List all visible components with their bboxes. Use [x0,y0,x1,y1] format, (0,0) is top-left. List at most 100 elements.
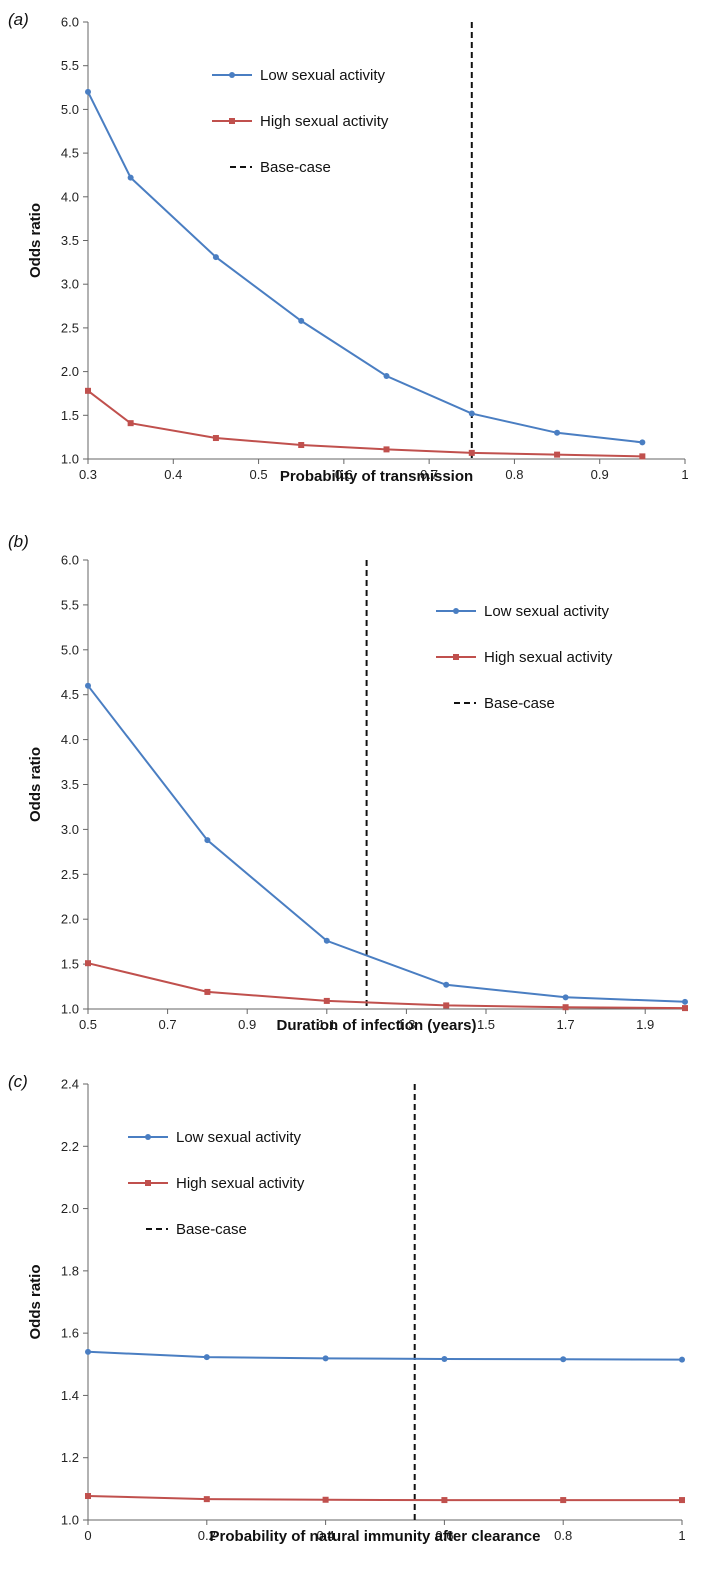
series-line-low [87,91,643,444]
legend-high-marker [145,1180,151,1186]
y-tick-label: 4.5 [61,146,79,161]
data-point-low [468,410,475,417]
data-point-high [682,1005,688,1012]
legend-high-label: High sexual activity [260,113,389,130]
data-point-high [554,451,561,458]
y-tick-label: 2.0 [61,912,79,927]
legend-high-label: High sexual activity [176,1175,305,1192]
x-tick-label: 1 [678,1528,685,1543]
y-tick-label: 2.2 [61,1139,79,1154]
y-tick-label: 2.5 [61,320,79,335]
x-tick-label: 1.3 [397,1017,415,1032]
y-tick-label: 1.0 [61,452,79,467]
y-tick-label: 1.6 [61,1326,79,1341]
y-tick-label: 1.0 [61,1002,79,1017]
x-tick-label: 0.5 [250,467,268,482]
x-tick-label: 0.8 [554,1528,572,1543]
x-tick-label: 1 [681,467,688,482]
data-point-high [203,1496,210,1503]
y-tick-label: 1.2 [61,1450,79,1465]
data-point-low [298,317,305,324]
x-tick-label: 0.2 [198,1528,216,1543]
data-point-low [204,837,211,844]
data-point-low [323,937,330,944]
x-tick-label: 0.5 [79,1017,97,1032]
y-tick-label: 5.0 [61,642,79,657]
data-point-low [560,1356,567,1363]
y-tick-label: 1.0 [61,1513,79,1528]
y-tick-label: 3.0 [61,277,79,292]
x-tick-label: 0.9 [591,467,609,482]
x-tick-label: 0.9 [238,1017,256,1032]
legend-base-case-label: Base-case [176,1221,247,1238]
data-point-low [322,1355,329,1362]
y-tick-label: 5.5 [61,597,79,612]
legend-high-marker [229,118,235,124]
data-point-low [383,372,390,379]
legend-high-label: High sexual activity [484,649,613,666]
data-point-high [562,1004,569,1011]
x-tick-label: 0.7 [420,467,438,482]
panel-label-b: (b) [8,532,29,551]
legend-low-marker [453,608,459,614]
series-line-low [87,685,686,1003]
legend-low-label: Low sexual activity [484,603,610,620]
y-tick-label: 4.0 [61,732,79,747]
data-point-high [127,420,134,427]
y-tick-label: 1.4 [61,1388,79,1403]
x-axis-title: Probability of natural immunity after cl… [210,1528,541,1545]
data-point-high [85,960,91,967]
y-tick-label: 1.5 [61,957,79,972]
series-line-high [87,962,686,1010]
data-point-low [85,1348,91,1355]
series-line-high [87,390,643,458]
y-axis-title: Odds ratio [27,747,44,822]
legend-low-marker [145,1134,151,1140]
data-point-high [639,453,646,460]
y-tick-label: 6.0 [61,553,79,568]
legend-low-marker [229,72,235,78]
x-axis-title: Duration of infection (years) [276,1017,476,1034]
data-point-low [682,998,688,1005]
data-point-high [383,446,390,453]
chart-c: 1.0 1.2 1.4 1.6 1.8 2.0 2.2 2.4 0 0.2 0.4 0.6 0.8 1 Pr… [27,1077,686,1546]
y-tick-label: 5.5 [61,58,79,73]
y-tick-label: 3.0 [61,822,79,837]
data-point-high [560,1497,567,1504]
legend-low-label: Low sexual activity [176,1129,302,1146]
x-tick-label: 0.4 [317,1528,335,1543]
legend-low-label: Low sexual activity [260,67,386,84]
data-point-high [212,435,219,442]
y-tick-label: 2.4 [61,1077,79,1092]
x-tick-label: 0.6 [335,467,353,482]
x-tick-label: 0.4 [164,467,182,482]
data-point-high [85,387,91,394]
series-line-high [87,1495,682,1502]
data-point-low [441,1355,448,1362]
data-point-high [298,442,305,449]
data-point-low [85,682,91,689]
y-tick-label: 2.5 [61,867,79,882]
x-tick-label: 1.1 [318,1017,336,1032]
chart-b: 1.0 1.5 2.0 2.5 3.0 3.5 4.0 4.5 5.0 5.5 6.0 0.5 0.7 0… [27,553,688,1034]
x-tick-label: 0.7 [159,1017,177,1032]
data-point-low [127,174,134,181]
y-tick-label: 4.5 [61,687,79,702]
y-tick-label: 2.0 [61,364,79,379]
data-point-high [443,1002,450,1009]
panel-label-a: (a) [8,10,29,29]
x-tick-label: 0 [84,1528,91,1543]
data-point-low [203,1354,210,1361]
y-tick-label: 3.5 [61,777,79,792]
legend-base-case-label: Base-case [260,159,331,176]
x-tick-label: 0.3 [79,467,97,482]
x-tick-label: 1.5 [477,1017,495,1032]
y-axis-title: Odds ratio [27,1264,44,1339]
x-tick-label: 0.6 [435,1528,453,1543]
chart-a: 1.0 1.5 2.0 2.5 3.0 3.5 4.0 4.5 5.0 5.5 6.0 0.3 0.4 0… [27,15,689,486]
panel-label-c: (c) [8,1072,28,1091]
x-tick-label: 1.7 [557,1017,575,1032]
data-point-low [443,981,450,988]
y-tick-label: 1.5 [61,408,79,423]
